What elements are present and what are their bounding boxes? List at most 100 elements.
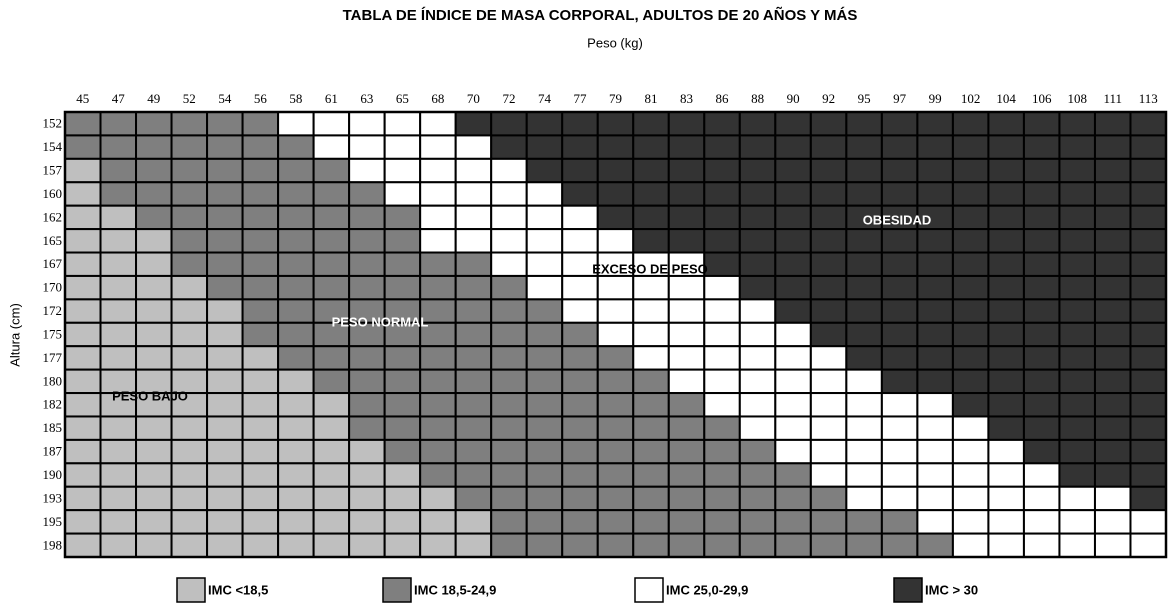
bmi-cell (1058, 462, 1096, 488)
bmi-cell (525, 532, 564, 558)
bmi-cell (774, 181, 812, 207)
bmi-cell (596, 368, 635, 395)
bmi-cell (916, 368, 954, 395)
bmi-cell (667, 157, 706, 184)
bmi-cell (951, 321, 990, 348)
bmi-cell (632, 392, 670, 418)
bmi-cell (738, 204, 777, 231)
bmi-cell (277, 462, 315, 488)
bmi-cell (916, 274, 954, 301)
bmi-cell (1058, 157, 1096, 184)
cells (64, 111, 1168, 558)
bmi-cell (774, 438, 812, 465)
column-label: 79 (609, 91, 622, 106)
bmi-cell (312, 134, 351, 160)
column-label: 74 (538, 91, 552, 106)
bmi-cell (703, 228, 741, 254)
bmi-cell (277, 134, 315, 160)
bmi-cell (987, 228, 1025, 254)
bmi-cell (951, 251, 990, 277)
column-label: 56 (254, 91, 268, 106)
bmi-cell (774, 532, 812, 558)
bmi-cell (809, 509, 848, 535)
bmi-cell (348, 251, 386, 277)
bmi-cell (561, 111, 599, 137)
bmi-cell (206, 368, 244, 395)
bmi-cell (64, 415, 102, 441)
bmi-cell (241, 415, 280, 441)
bmi-cell (703, 532, 741, 558)
bmi-cell (277, 321, 315, 348)
bmi-cell (206, 392, 244, 418)
bmi-cell (348, 134, 386, 160)
bmi-cell (419, 204, 457, 231)
bmi-cell (170, 532, 209, 558)
column-label: 54 (218, 91, 232, 106)
bmi-cell (845, 274, 883, 301)
bmi-cell (383, 368, 422, 395)
bmi-cell (277, 157, 315, 184)
bmi-cell (1129, 345, 1168, 371)
column-label: 61 (325, 91, 338, 106)
bmi-cell (1022, 392, 1061, 418)
bmi-cell (667, 368, 706, 395)
bmi-cell (419, 274, 457, 301)
bmi-cell (348, 485, 386, 512)
bmi-cell (454, 274, 493, 301)
bmi-cell (916, 485, 954, 512)
bmi-cell (277, 251, 315, 277)
bmi-cell (454, 438, 493, 465)
bmi-cell (987, 274, 1025, 301)
bmi-cell (632, 345, 670, 371)
bmi-cell (1093, 485, 1132, 512)
bmi-cell (454, 228, 493, 254)
bmi-cell (667, 228, 706, 254)
bmi-cell (490, 415, 528, 441)
bmi-cell (880, 368, 919, 395)
bmi-cell (632, 228, 670, 254)
bmi-cell (241, 532, 280, 558)
bmi-cell (1022, 298, 1061, 324)
bmi-cell (383, 228, 422, 254)
bmi-cell (1022, 204, 1061, 231)
bmi-cell (241, 298, 280, 324)
bmi-cell (383, 392, 422, 418)
bmi-cell (241, 228, 280, 254)
bmi-cell (845, 368, 883, 395)
bmi-cell (596, 274, 635, 301)
bmi-cell (206, 415, 244, 441)
bmi-cell (667, 438, 706, 465)
bmi-cell (454, 532, 493, 558)
bmi-cell (561, 134, 599, 160)
bmi-cell (809, 111, 848, 137)
bmi-cell (64, 392, 102, 418)
bmi-cell (419, 111, 457, 137)
bmi-cell (561, 415, 599, 441)
bmi-cell (845, 157, 883, 184)
bmi-cell (206, 345, 244, 371)
bmi-cell (561, 368, 599, 395)
bmi-cell (916, 251, 954, 277)
bmi-cell (916, 415, 954, 441)
bmi-cell (525, 111, 564, 137)
bmi-cell (490, 274, 528, 301)
column-label: 77 (573, 91, 587, 106)
bmi-cell (206, 462, 244, 488)
bmi-cell (348, 415, 386, 441)
bmi-cell (561, 392, 599, 418)
bmi-cell (880, 392, 919, 418)
bmi-cell (916, 298, 954, 324)
row-label: 167 (43, 256, 63, 271)
bmi-cell (987, 181, 1025, 207)
bmi-cell (1022, 462, 1061, 488)
bmi-cell (1058, 298, 1096, 324)
bmi-cell (135, 111, 173, 137)
bmi-cell (880, 532, 919, 558)
bmi-cell (277, 532, 315, 558)
bmi-cell (277, 228, 315, 254)
bmi-cell (312, 368, 351, 395)
bmi-cell (667, 274, 706, 301)
bmi-cell (1022, 368, 1061, 395)
bmi-cell (490, 111, 528, 137)
bmi-cell (383, 532, 422, 558)
